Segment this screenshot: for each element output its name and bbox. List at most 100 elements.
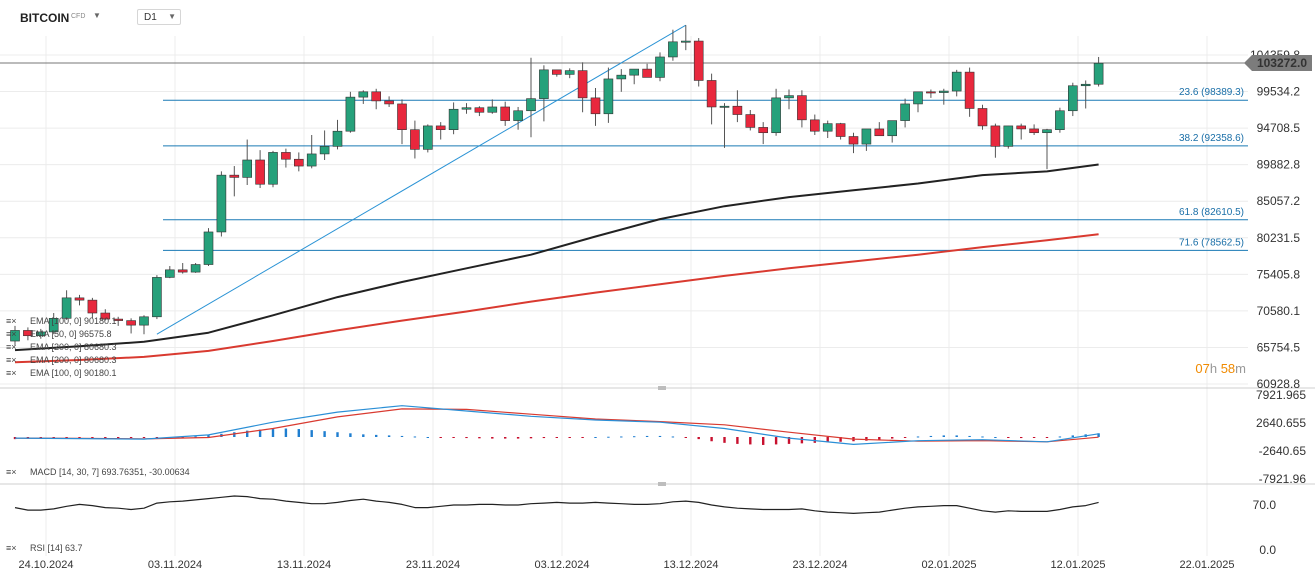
candle-body — [719, 105, 730, 108]
macd-histogram-bar — [774, 437, 778, 445]
candle-body — [900, 103, 910, 121]
trendline-segment[interactable] — [156, 24, 687, 335]
candle-body — [345, 96, 356, 132]
panel-resize-handle[interactable] — [658, 386, 666, 390]
macd-histogram-bar — [387, 435, 391, 437]
bullish-candle — [48, 313, 59, 335]
candle-body — [410, 129, 420, 150]
macd-histogram-bar — [916, 436, 920, 438]
macd-histogram-bar — [349, 433, 352, 438]
candle-body — [848, 136, 859, 145]
rsi-line — [14, 495, 1099, 514]
candle-body — [319, 146, 330, 155]
ema-legend-label: EMA [200, 0] 80680.3 — [30, 342, 117, 352]
candle-body — [1068, 85, 1078, 112]
indicator-legends[interactable]: ≡× EMA [100, 0] 90180.1 ≡× EMA [50, 0] 9657… — [6, 316, 117, 378]
x-tick-label: 03.11.2024 — [148, 559, 202, 571]
candle-body — [564, 70, 575, 75]
bearish-candle — [435, 122, 446, 140]
macd-histogram-bar — [955, 435, 958, 437]
macd-histogram-bar — [1058, 436, 1062, 438]
rsi-tick-label: 0.0 — [1259, 543, 1276, 557]
bullish-candle — [951, 69, 962, 97]
timeframe-select[interactable]: D1 ▼ — [137, 9, 181, 25]
bullish-candle — [655, 52, 665, 82]
macd-histogram-bar — [581, 437, 584, 438]
legend-list-icon[interactable]: ≡× — [6, 467, 17, 477]
fibonacci-levels[interactable]: 23.6 (98389.3) 38.2 (92358.6) 61.8 (82610.… — [163, 87, 1248, 251]
macd-histogram-bar — [671, 436, 675, 438]
rsi-tick-label: 70.0 — [1253, 498, 1277, 512]
legend-list-icon[interactable]: ≡× — [6, 316, 17, 326]
candle-body — [835, 123, 846, 137]
candle-body — [474, 107, 485, 113]
legend-list-icon[interactable]: ≡× — [6, 355, 17, 365]
bullish-candle — [461, 103, 472, 114]
candle-body — [1029, 128, 1039, 134]
candle-body — [48, 318, 59, 333]
candle-body — [152, 277, 162, 318]
candle-body — [332, 130, 343, 147]
bullish-candle — [190, 263, 201, 273]
bearish-candle — [577, 62, 588, 113]
macd-histogram-bar — [323, 431, 326, 437]
candle-body — [384, 100, 394, 105]
panel-resize-handle[interactable] — [658, 482, 666, 486]
candle-body — [23, 330, 33, 337]
bearish-candle — [281, 148, 291, 168]
bearish-candle — [745, 109, 756, 131]
legend-list-icon[interactable]: ≡× — [6, 342, 17, 352]
candle-body — [1080, 83, 1091, 87]
candle-body — [1093, 62, 1104, 85]
macd-histogram-bar — [271, 429, 275, 437]
price-tick-label: 60928.8 — [1257, 377, 1301, 391]
candle-body — [977, 108, 988, 127]
macd-histogram-bar — [607, 436, 610, 438]
legend-list-icon[interactable]: ≡× — [6, 543, 17, 553]
symbol-name[interactable]: BITCOIN — [20, 11, 70, 25]
bullish-candle — [61, 290, 72, 320]
legend-list-icon[interactable]: ≡× — [6, 368, 17, 378]
macd-histogram-bar — [929, 435, 933, 437]
candle-body — [500, 106, 511, 121]
macd-histogram-bar — [555, 437, 558, 438]
macd-histogram-bar — [568, 437, 571, 438]
bullish-candle — [165, 266, 175, 279]
bullish-candle — [306, 134, 317, 169]
rsi-panel: RSI [14] 63.7 ≡× — [6, 495, 1099, 553]
bullish-candle — [913, 91, 923, 113]
bearish-candle — [100, 309, 111, 321]
legend-list-icon[interactable]: ≡× — [6, 329, 17, 339]
bullish-candle — [822, 120, 833, 139]
macd-histogram-bar — [968, 435, 971, 437]
macd-histogram-bar — [104, 437, 107, 438]
macd-histogram-bar — [942, 435, 945, 437]
countdown-part: h — [1210, 361, 1217, 376]
bearish-candle — [758, 122, 769, 145]
fibonacci-level-label: 61.8 (82610.5) — [1179, 207, 1244, 218]
macd-histogram-bar — [129, 437, 133, 438]
candle-body — [10, 330, 20, 342]
price-tick-label: 75405.8 — [1257, 267, 1301, 281]
symbol-dropdown-chevron-icon[interactable]: ▼ — [93, 11, 101, 20]
candle-body — [422, 125, 433, 150]
candle-body — [487, 106, 498, 113]
macd-histogram-bar — [1020, 437, 1023, 439]
bullish-candle — [268, 150, 278, 188]
macd-histogram-bar — [194, 436, 197, 438]
macd-histogram-bar — [594, 437, 597, 438]
bearish-candle — [500, 101, 511, 126]
macd-histogram-bar — [375, 434, 378, 438]
candle-body — [539, 69, 549, 99]
chart-axes: 24.10.2024 03.11.2024 13.11.2024 23.11.2024… — [18, 48, 1306, 571]
macd-histogram-bar — [452, 437, 455, 438]
macd-tick-label: -2640.65 — [1259, 444, 1307, 458]
countdown-part: 07 — [1195, 361, 1209, 376]
bullish-candle — [861, 128, 872, 151]
macd-histogram-bar — [516, 437, 520, 439]
current-price-tag: 103272.0 — [1244, 55, 1312, 71]
candle-body — [551, 69, 562, 75]
trendline[interactable] — [156, 24, 687, 335]
rsi-legend-label: RSI [14] 63.7 — [30, 543, 83, 553]
